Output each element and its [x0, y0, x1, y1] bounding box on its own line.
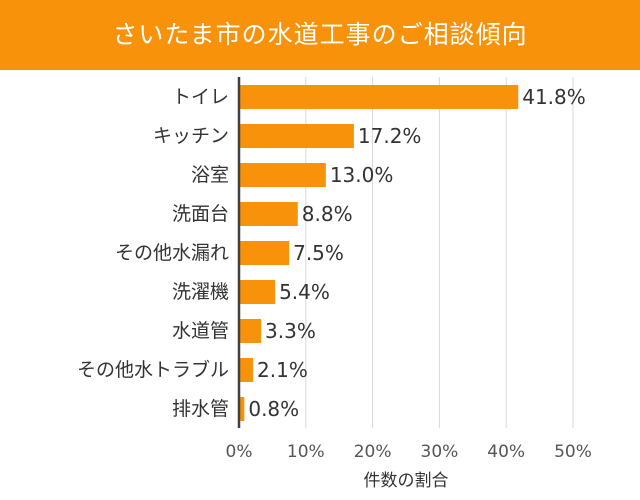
value-label: 7.5% [293, 241, 344, 265]
bar [239, 319, 262, 343]
value-label: 41.8% [522, 85, 586, 109]
x-tick-label: 30% [421, 442, 459, 462]
category-label: 水道管 [172, 320, 229, 342]
bar [239, 397, 245, 421]
category-label: その他水トラブル [77, 358, 229, 381]
bar [239, 163, 326, 187]
x-tick-label: 40% [487, 442, 525, 462]
category-label: 洗濯機 [172, 281, 229, 303]
value-label: 8.8% [302, 202, 353, 226]
value-label: 17.2% [358, 124, 422, 148]
category-label: 浴室 [191, 164, 229, 186]
category-label: 排水管 [172, 398, 229, 420]
x-axis-title: 件数の割合 [364, 471, 449, 491]
chart-title: さいたま市の水道工事のご相談傾向 [0, 0, 640, 70]
x-tick-label: 10% [287, 442, 325, 462]
category-label: トイレ [172, 86, 229, 108]
bar [239, 124, 354, 148]
value-label: 0.8% [248, 397, 299, 421]
category-label: その他水漏れ [115, 242, 229, 264]
bar [239, 241, 290, 265]
value-label: 13.0% [330, 163, 394, 187]
category-label: キッチン [153, 125, 229, 147]
bar [239, 85, 519, 109]
x-tick-label: 20% [354, 442, 392, 462]
value-label: 3.3% [265, 319, 316, 343]
value-label: 5.4% [279, 280, 330, 304]
category-label: 洗面台 [172, 203, 229, 225]
bar [239, 280, 276, 304]
x-tick-label: 50% [554, 442, 592, 462]
bar [239, 202, 298, 226]
value-label: 2.1% [257, 358, 308, 382]
bar [239, 358, 254, 382]
x-tick-label: 0% [226, 442, 253, 462]
